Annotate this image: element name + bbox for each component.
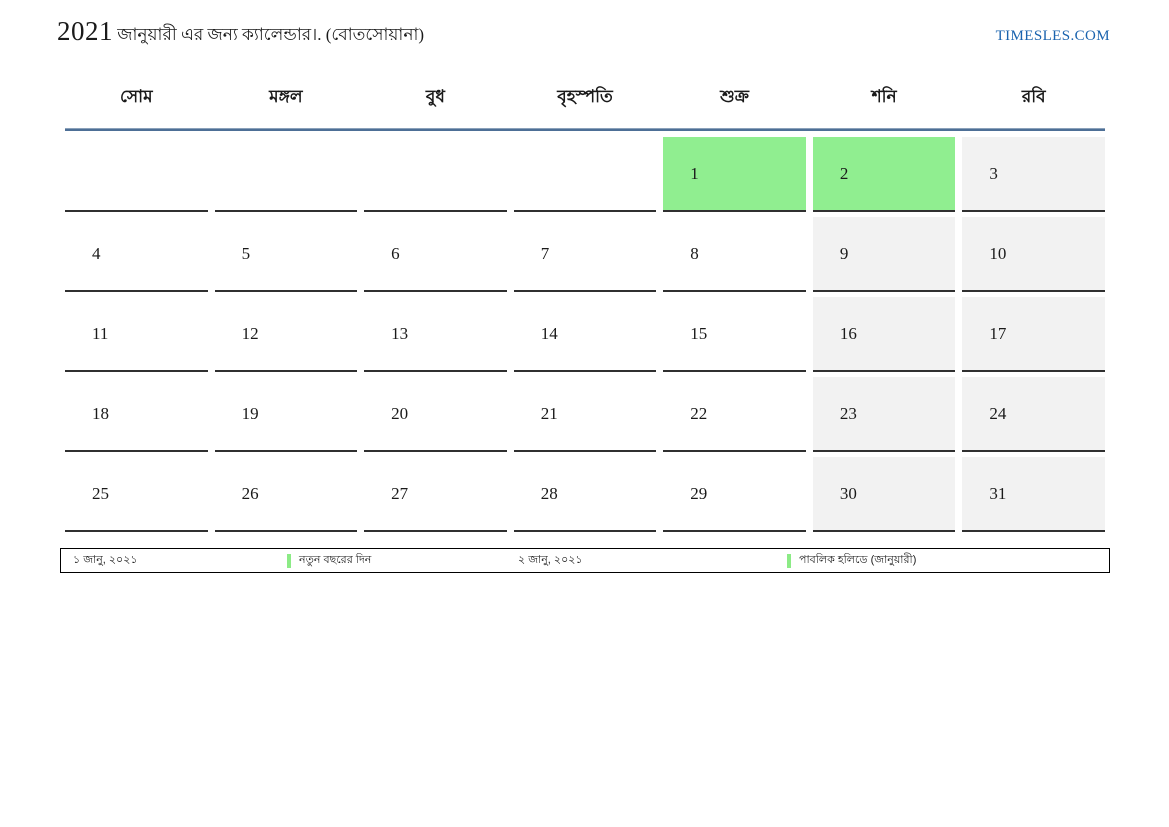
day-cell: 4 <box>65 217 208 292</box>
page-title: 2021 জানুয়ারী এর জন্য ক্যালেন্ডার।. (বো… <box>57 16 424 50</box>
day-cell: 22 <box>663 377 806 452</box>
day-number: 3 <box>989 163 998 183</box>
day-number: 5 <box>241 243 251 263</box>
day-cell-weekend: 3 <box>962 137 1105 212</box>
calendar-grid: 1 2 3 4 5 6 7 8 9 10 11 12 13 14 15 16 1… <box>65 137 1105 532</box>
day-number: 4 <box>92 243 101 263</box>
header-rule <box>65 128 1105 131</box>
legend-item-1: নতুন বছরের দিন <box>287 551 518 570</box>
day-cell-holiday: 1 <box>663 137 806 212</box>
day-cell: 21 <box>513 377 657 452</box>
legend-label-1: নতুন বছরের দিন <box>299 554 372 566</box>
title-text: জানুয়ারী এর জন্য ক্যালেন্ডার।. (বোতসোয়… <box>117 25 425 44</box>
day-cell: 29 <box>663 457 806 532</box>
holiday-marker-icon <box>287 553 291 568</box>
day-number: 15 <box>690 323 708 343</box>
day-number: 13 <box>391 323 409 343</box>
day-number: 10 <box>989 243 1007 263</box>
day-cell-weekend: 30 <box>812 457 956 532</box>
empty-cell <box>65 137 208 212</box>
legend-date-1: ১ জানু, ২০২১ <box>73 554 138 566</box>
day-header-mon: সোম <box>120 87 153 106</box>
day-header-sat: শনি <box>871 87 897 106</box>
day-number: 19 <box>241 403 259 423</box>
holiday-legend: ১ জানু, ২০২১ নতুন বছরের দিন ২ জানু, ২০২১… <box>60 548 1110 573</box>
day-cell-weekend: 24 <box>962 377 1105 452</box>
legend-date-2: ২ জানু, ২০২১ <box>518 554 583 566</box>
day-cell: 13 <box>364 297 507 372</box>
day-cell-weekend: 31 <box>962 457 1105 532</box>
day-number: 17 <box>989 323 1007 343</box>
page-header: 2021 জানুয়ারী এর জন্য ক্যালেন্ডার।. (বো… <box>0 0 1169 50</box>
day-cell: 20 <box>364 377 507 452</box>
day-cell: 28 <box>513 457 657 532</box>
holiday-marker-icon <box>787 553 791 568</box>
site-link[interactable]: TIMESLES.COM <box>995 28 1110 44</box>
day-number: 21 <box>540 403 558 423</box>
day-number: 31 <box>989 483 1007 503</box>
day-cell: 25 <box>65 457 208 532</box>
day-cell-weekend: 10 <box>962 217 1105 292</box>
day-cell-weekend: 9 <box>812 217 956 292</box>
calendar-page: 2021 জানুয়ারী এর জন্য ক্যালেন্ডার।. (বো… <box>0 0 1169 573</box>
empty-cell <box>214 137 358 212</box>
title-year: 2021 <box>57 16 113 46</box>
day-cell: 6 <box>364 217 507 292</box>
day-header-thu: বৃহস্পতি <box>557 87 613 106</box>
day-cell: 7 <box>513 217 657 292</box>
day-header-wed: বুধ <box>425 87 445 106</box>
day-number: 25 <box>92 483 109 503</box>
day-number: 18 <box>92 403 109 423</box>
day-header-sun: রবি <box>1021 87 1046 106</box>
day-cell: 19 <box>214 377 358 452</box>
day-number: 8 <box>690 243 699 263</box>
day-cell: 14 <box>513 297 657 372</box>
day-number: 28 <box>540 483 558 503</box>
day-number: 11 <box>92 323 109 343</box>
legend-item-2: পাবলিক হলিডে (জানুয়ারী) <box>787 551 916 570</box>
day-cell: 18 <box>65 377 208 452</box>
calendar: সোম মঙ্গল বুধ বৃহস্পতি শুক্র শনি রবি 1 2… <box>65 74 1105 532</box>
day-header-row: সোম মঙ্গল বুধ বৃহস্পতি শুক্র শনি রবি <box>65 74 1105 122</box>
day-cell: 26 <box>214 457 358 532</box>
day-number: 20 <box>391 403 409 423</box>
day-number: 14 <box>540 323 558 343</box>
day-cell: 8 <box>663 217 806 292</box>
empty-cell <box>364 137 507 212</box>
day-number: 16 <box>839 323 857 343</box>
day-cell-weekend: 17 <box>962 297 1105 372</box>
empty-cell <box>513 137 657 212</box>
day-number: 23 <box>839 403 857 423</box>
day-number: 9 <box>839 243 849 263</box>
day-cell: 11 <box>65 297 208 372</box>
day-cell: 15 <box>663 297 806 372</box>
day-cell: 27 <box>364 457 507 532</box>
day-header-fri: শুক্র <box>720 87 749 106</box>
day-cell-weekend: 23 <box>812 377 956 452</box>
day-number: 2 <box>839 163 849 183</box>
day-number: 1 <box>690 163 699 183</box>
day-number: 12 <box>241 323 259 343</box>
day-number: 24 <box>989 403 1007 423</box>
day-header-tue: মঙ্গল <box>269 87 303 106</box>
legend-label-2: পাবলিক হলিডে (জানুয়ারী) <box>799 554 917 566</box>
day-number: 22 <box>690 403 708 423</box>
day-number: 29 <box>690 483 708 503</box>
day-number: 26 <box>241 483 259 503</box>
day-cell-holiday: 2 <box>812 137 956 212</box>
day-cell: 5 <box>214 217 358 292</box>
day-cell: 12 <box>214 297 358 372</box>
day-number: 27 <box>391 483 409 503</box>
day-number: 6 <box>391 243 400 263</box>
day-number: 7 <box>540 243 550 263</box>
day-number: 30 <box>839 483 857 503</box>
day-cell-weekend: 16 <box>812 297 956 372</box>
